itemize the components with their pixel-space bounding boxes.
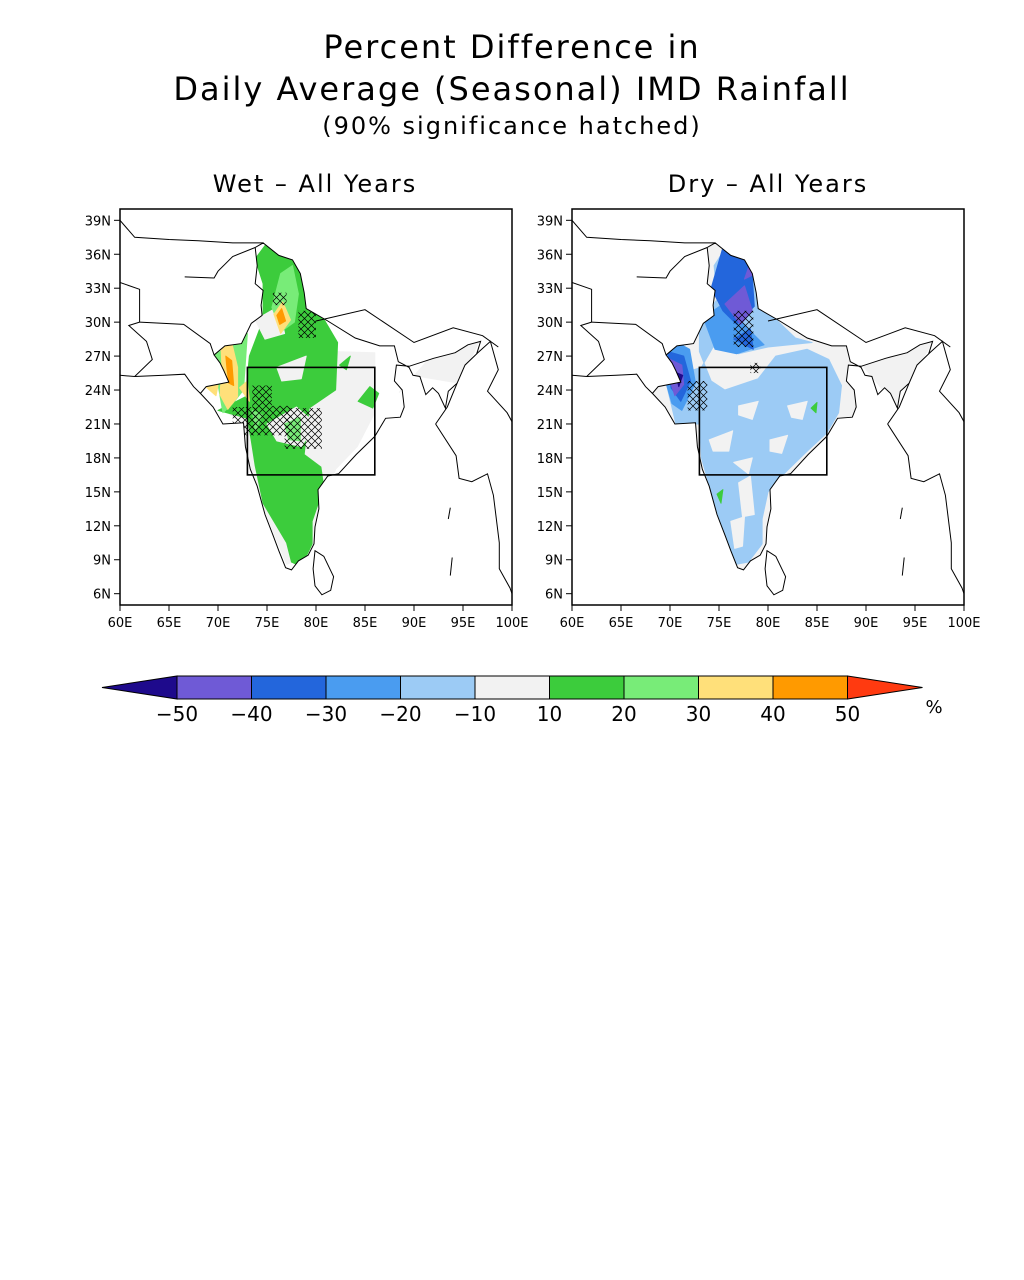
colorbar-tick-label: 40 [760,702,785,726]
lat-tick-label: 36N [537,248,563,263]
lon-tick-label: 100E [495,616,528,631]
colorbar: −50 −40 −30 −20 −10 10 20 30 40 50% [101,675,943,726]
colorbar-tick-label: −10 [454,702,496,726]
lat-tick-label: 30N [537,316,563,331]
colorbar-segment [549,675,625,700]
lat-tick-label: 39N [85,214,111,229]
lat-tick-label: 15N [537,486,563,501]
lon-tick-label: 90E [854,616,879,631]
contour-region [225,355,235,386]
colorbar-tick-label: 30 [686,702,711,726]
colorbar-high-arrow [847,675,923,700]
lon-tick-label: 90E [402,616,427,631]
colorbar-low-arrow [101,675,178,700]
lon-tick-label: 85E [805,616,830,631]
significance-hatch [733,310,754,348]
lat-tick-label: 6N [545,588,563,603]
lat-tick-label: 21N [85,418,111,433]
region-box [698,366,828,476]
lat-tick-label: 9N [93,554,111,569]
lon-tick-label: 75E [707,616,732,631]
figure-subtitle: (90% significance hatched) [322,112,702,140]
colorbar-segment [698,675,774,700]
colorbar-tick-label: −20 [379,702,421,726]
lon-tick-label: 80E [304,616,329,631]
lat-tick-label: 12N [85,520,111,535]
coastline [120,219,512,596]
lat-tick-label: 15N [85,486,111,501]
colorbar-tick-label: 10 [537,702,562,726]
lat-tick-label: 9N [545,554,563,569]
lon-tick-label: 65E [609,616,634,631]
lat-tick-label: 39N [537,214,563,229]
lon-tick-label: 80E [756,616,781,631]
region-box [246,366,376,476]
colorbar-segment [474,675,550,700]
significance-hatch [284,408,322,449]
lat-tick-label: 33N [537,282,563,297]
colorbar-segment [400,675,476,700]
rainfall-contour-fill [652,242,933,570]
figure-title-line2: Daily Average (Seasonal) IMD Rainfall [173,70,851,108]
lon-tick-label: 60E [560,616,585,631]
significance-hatch [754,251,768,268]
lat-tick-label: 18N [85,452,111,467]
panel-title-dry: Dry – All Years [667,170,869,198]
contour-region [708,430,734,452]
colorbar-tick-label: −30 [305,702,347,726]
lat-tick-label: 27N [537,350,563,365]
lat-tick-label: 33N [85,282,111,297]
lat-tick-label: 21N [537,418,563,433]
lon-tick-label: 60E [108,616,133,631]
lon-tick-label: 100E [947,616,980,631]
lat-tick-label: 27N [85,350,111,365]
significance-hatch [272,292,287,306]
lon-tick-label: 70E [658,616,683,631]
contour-region [276,355,307,382]
contour-region [276,308,287,325]
lon-tick-label: 65E [157,616,182,631]
colorbar-segment [772,675,848,700]
colorbar-tick-label: −40 [230,702,272,726]
contour-region [787,400,808,420]
contour-region [716,489,724,504]
colorbar-segment [623,675,699,700]
contour-region [733,457,753,475]
lon-tick-label: 75E [255,616,280,631]
colorbar-tick-label: 20 [611,702,636,726]
lon-tick-label: 95E [903,616,928,631]
colorbar-segment [176,675,252,700]
contour-region [738,400,759,420]
contour-region [810,402,818,414]
map-panel-wet: 39N 36N 33N 30N 27N 24N 21N 18N 15N 12N 9N 6N 60E 65E… [85,208,529,631]
lat-tick-label: 36N [85,248,111,263]
lat-tick-label: 30N [85,316,111,331]
map-panel-dry: 39N 36N 33N 30N 27N 24N 21N 18N 15N 12N 9N 6N 60E 65E… [537,208,981,631]
lon-tick-label: 70E [206,616,231,631]
coastline [572,219,964,596]
colorbar-tick-label: 50 [835,702,860,726]
contour-region [730,516,745,549]
lon-tick-label: 95E [451,616,476,631]
lat-tick-label: 24N [537,384,563,399]
lat-tick-label: 12N [537,520,563,535]
lat-tick-label: 6N [93,588,111,603]
panel-title-wet: Wet – All Years [212,170,418,198]
colorbar-tick-label: −50 [156,702,198,726]
colorbar-segment [251,675,327,700]
lat-tick-label: 18N [537,452,563,467]
contour-region [769,434,789,454]
rainfall-contour-fill [203,242,481,567]
contour-region [357,386,380,409]
significance-hatch [298,310,316,338]
lon-tick-label: 85E [353,616,378,631]
significance-hatch [687,380,708,411]
lat-tick-label: 24N [85,384,111,399]
colorbar-segment [325,675,401,700]
contour-region [738,475,755,518]
figure-title-line1: Percent Difference in [323,28,701,66]
colorbar-unit: % [925,697,942,718]
